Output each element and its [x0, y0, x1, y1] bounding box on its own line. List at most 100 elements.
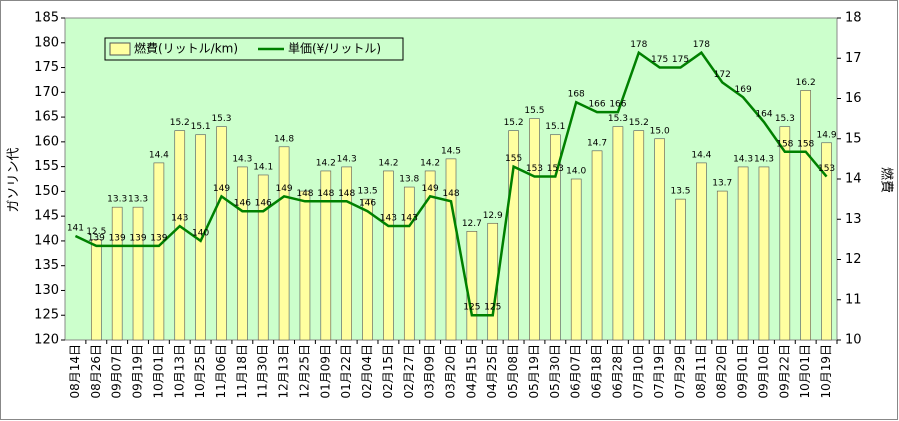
line-label: 155 — [505, 154, 522, 164]
x-tick-label: 01月09日 — [318, 344, 332, 399]
x-tick-label: 12月25日 — [297, 344, 311, 399]
line-label: 148 — [296, 189, 313, 199]
bar — [216, 126, 227, 341]
y2-tick-label: 14 — [845, 172, 862, 187]
x-tick-label: 08月14日 — [68, 344, 82, 399]
line-label: 178 — [630, 40, 647, 50]
x-tick-label: 03月20日 — [444, 344, 458, 399]
bar-label: 15.3 — [608, 114, 628, 124]
y2-tick-label: 18 — [845, 11, 862, 26]
bar — [403, 186, 415, 341]
bar-label: 14.9 — [817, 130, 837, 140]
x-tick-label: 07月10日 — [631, 344, 645, 399]
bar-label: 13.3 — [107, 195, 127, 205]
y-tick-label: 120 — [34, 333, 59, 348]
bar-label: 14.2 — [420, 158, 440, 168]
bar — [424, 170, 436, 341]
bar — [132, 206, 144, 341]
line-label: 146 — [234, 199, 251, 209]
y-tick-label: 125 — [34, 308, 59, 323]
bar — [716, 190, 728, 341]
bar-label: 13.7 — [712, 179, 732, 189]
line-label: 143 — [401, 214, 418, 224]
y-tick-label: 135 — [34, 258, 59, 273]
bar-label: 14.4 — [691, 150, 711, 160]
line-label: 139 — [88, 233, 105, 243]
bar — [278, 146, 290, 341]
price-line — [74, 50, 828, 317]
bar — [612, 126, 624, 341]
x-tick-label: 10月25日 — [193, 344, 207, 399]
bar-label: 15.2 — [170, 118, 190, 128]
y2-tick-label: 10 — [845, 333, 862, 348]
line-label: 140 — [192, 228, 209, 238]
bar-label: 13.5 — [670, 187, 690, 197]
bar-label: 14.3 — [337, 154, 357, 164]
y-tick-label: 175 — [34, 60, 59, 75]
x-tick-label: 10月19日 — [819, 344, 833, 399]
x-tick-label: 02月04日 — [360, 344, 374, 399]
y2-axis-label: 燃費 — [879, 167, 895, 193]
x-tick-label: 07月19日 — [652, 344, 666, 399]
y-tick-label: 150 — [34, 184, 59, 199]
line-label: 139 — [129, 233, 146, 243]
line-label: 125 — [484, 303, 501, 313]
x-tick-label: 06月28日 — [610, 344, 624, 399]
bar-label: 12.5 — [86, 227, 106, 237]
line-label: 143 — [380, 214, 397, 224]
bar — [737, 166, 749, 341]
bar — [257, 174, 269, 341]
line-label: 149 — [213, 184, 230, 194]
bar-label: 14.3 — [754, 154, 774, 164]
bar-label: 15.1 — [545, 122, 565, 132]
x-tick-label: 05月30日 — [548, 344, 562, 399]
bar — [237, 166, 248, 341]
line-label: 143 — [171, 214, 188, 224]
line-label: 172 — [714, 70, 731, 80]
line-label: 148 — [317, 189, 334, 199]
bar — [591, 150, 603, 341]
line-label: 141 — [67, 223, 84, 233]
bar-label: 14.4 — [149, 150, 169, 160]
bar — [90, 239, 102, 341]
y-tick-label: 180 — [34, 35, 59, 50]
x-tick-label: 06月07日 — [569, 344, 583, 399]
bar — [153, 162, 165, 341]
x-tick-label: 01月22日 — [339, 344, 353, 399]
bar — [508, 130, 519, 341]
bar-label: 15.2 — [629, 118, 649, 128]
bar-label: 15.3 — [775, 114, 795, 124]
bar — [174, 130, 186, 341]
x-tick-label: 12月13日 — [277, 344, 291, 399]
line-label: 166 — [588, 100, 605, 110]
bar-label: 15.1 — [191, 122, 211, 132]
legend-swatch — [109, 42, 131, 56]
line-label: 164 — [755, 110, 772, 120]
x-tick-label: 08月20日 — [715, 344, 729, 399]
line-label: 139 — [150, 233, 167, 243]
bar — [341, 166, 352, 341]
bar-label: 12.9 — [483, 211, 503, 221]
y2-tick-label: 17 — [845, 51, 862, 66]
bar — [758, 166, 770, 341]
y2-tick-label: 16 — [845, 91, 862, 106]
bar — [779, 126, 791, 341]
x-tick-label: 04月15日 — [464, 344, 478, 399]
line-label: 125 — [463, 303, 480, 313]
bar-label: 13.8 — [399, 175, 419, 185]
bar — [299, 190, 311, 341]
line-label: 148 — [338, 189, 355, 199]
bar-label: 14.3 — [232, 154, 252, 164]
bar — [821, 142, 832, 341]
legend-box — [104, 37, 404, 61]
x-tick-label: 06月18日 — [590, 344, 604, 399]
x-tick-label: 10月01日 — [151, 344, 165, 399]
line-label: 146 — [359, 199, 376, 209]
bar-label: 14.2 — [316, 158, 336, 168]
bar-label: 15.2 — [504, 118, 524, 128]
bar — [445, 158, 457, 341]
x-tick-label: 09月19日 — [131, 344, 145, 399]
x-tick-label: 05月19日 — [527, 344, 541, 399]
bar-label: 15.0 — [650, 126, 670, 136]
